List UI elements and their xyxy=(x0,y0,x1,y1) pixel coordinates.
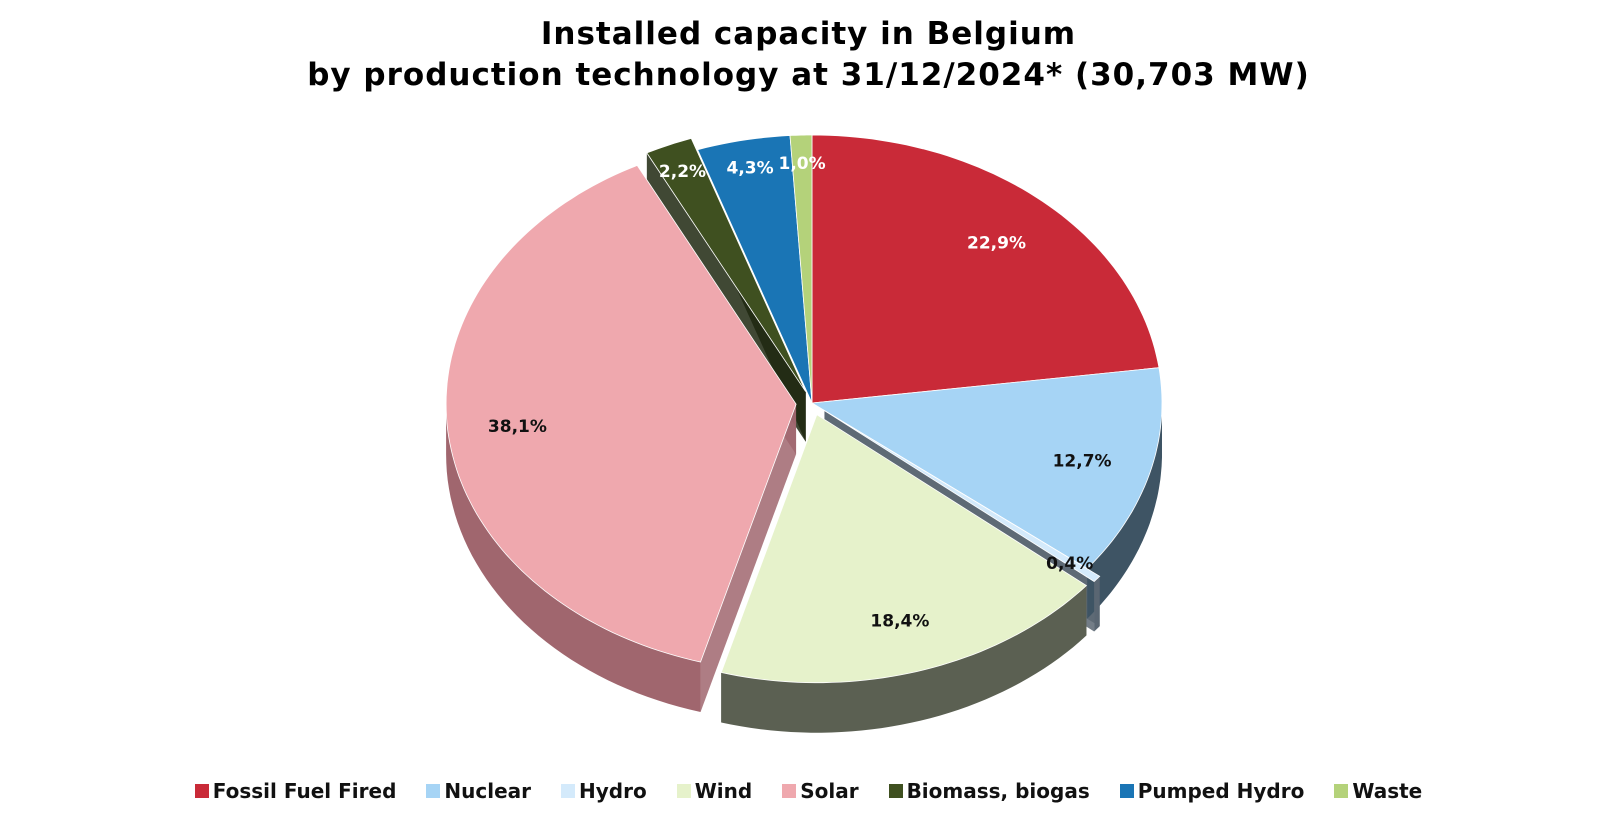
legend-swatch xyxy=(1334,784,1349,798)
legend-swatch xyxy=(888,784,903,798)
pie-labels: 22,9% 12,7% 0,4% 18,4% 38,1% 2,2% 4,3% 1,0% xyxy=(488,154,1112,632)
legend-swatch xyxy=(426,784,441,798)
legend-item-biomass-biogas: Biomass, biogas xyxy=(888,779,1090,803)
pie-slice-fossil-fuel-fired xyxy=(811,134,1160,404)
pie-side-solar xyxy=(446,404,701,712)
data-label-solar: 38,1% xyxy=(488,417,547,437)
legend-label: Hydro xyxy=(579,779,647,803)
legend-label: Waste xyxy=(1352,779,1423,803)
legend-swatch xyxy=(782,784,797,798)
legend-item-waste: Waste xyxy=(1334,779,1422,803)
pie-slice-hydro xyxy=(824,410,1101,582)
pie-side-nuclear xyxy=(1087,403,1162,619)
data-label-pumped-hydro: 4,3% xyxy=(727,159,774,179)
legend-swatch xyxy=(1119,784,1134,798)
legend-item-fossil-fuel-fired: Fossil Fuel Fired xyxy=(194,779,397,803)
legend-item-hydro: Hydro xyxy=(561,779,647,803)
pie-side-hydro xyxy=(1094,576,1100,632)
chart-title: Installed capacity in Belgium by product… xyxy=(0,14,1617,96)
legend-item-pumped-hydro: Pumped Hydro xyxy=(1119,779,1305,803)
legend-swatch xyxy=(194,784,209,798)
legend-item-solar: Solar xyxy=(782,779,859,803)
data-label-fossil-fuel-fired: 22,9% xyxy=(967,234,1026,254)
legend-label: Pumped Hydro xyxy=(1137,779,1305,803)
legend-label: Nuclear xyxy=(444,779,532,803)
legend-swatch xyxy=(561,784,576,798)
legend-label: Fossil Fuel Fired xyxy=(212,779,397,803)
pie-slice-biomass-biogas xyxy=(646,137,807,392)
data-label-waste: 1,0% xyxy=(779,154,826,174)
chart-title-line1: Installed capacity in Belgium xyxy=(540,16,1077,52)
pie-cut-face-solar-0 xyxy=(700,404,797,713)
legend-item-nuclear: Nuclear xyxy=(426,779,531,803)
pie-slice-waste xyxy=(789,134,813,404)
legend: Fossil Fuel Fired Nuclear Hydro Wind Solar Bi… xyxy=(0,776,1617,806)
legend-label: Solar xyxy=(800,779,859,803)
pie-slice-pumped-hydro xyxy=(697,135,813,404)
pie-side-wind xyxy=(721,585,1087,733)
chart-title-line2: by production technology at 31/12/2024* … xyxy=(307,57,1310,93)
pie-slice-nuclear xyxy=(810,367,1163,570)
legend-item-wind: Wind xyxy=(676,779,753,803)
data-label-biomass-biogas: 2,2% xyxy=(659,162,706,182)
legend-label: Biomass, biogas xyxy=(906,779,1090,803)
legend-label: Wind xyxy=(694,779,753,803)
pie-tops xyxy=(445,134,1163,684)
data-label-wind: 18,4% xyxy=(870,611,929,631)
data-label-hydro: 0,4% xyxy=(1046,554,1093,574)
legend-swatch xyxy=(676,784,691,798)
pie-slice-wind xyxy=(720,414,1088,684)
data-label-nuclear: 12,7% xyxy=(1053,452,1112,472)
pie-slice-solar xyxy=(445,164,797,663)
